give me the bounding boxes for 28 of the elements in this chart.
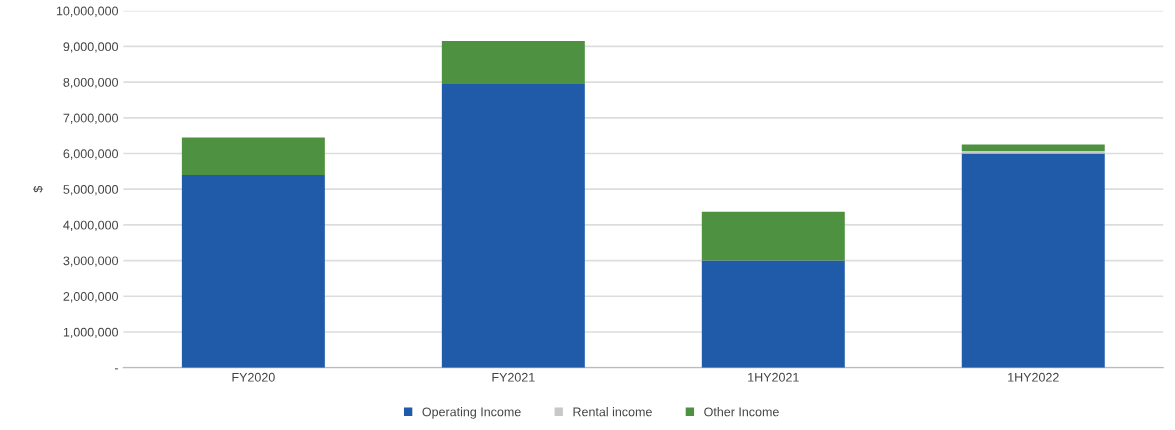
- legend-label: Operating Income: [422, 407, 521, 419]
- y-tick-label: 3,000,000: [63, 256, 119, 267]
- bar: [441, 41, 585, 84]
- bar: [701, 211, 845, 261]
- bar: [181, 137, 325, 175]
- y-tick-label: 4,000,000: [63, 220, 119, 232]
- y-tick-label: 5,000,000: [63, 185, 119, 196]
- y-tick-label: 8,000,000: [63, 77, 119, 89]
- x-tick-label: FY2020: [232, 372, 275, 382]
- bar: [181, 174, 325, 368]
- y-tick-label: 2,000,000: [63, 292, 119, 303]
- x-tick-label: FY2021: [492, 372, 535, 382]
- y-tick-label: 6,000,000: [63, 149, 119, 160]
- y-tick-label: 7,000,000: [63, 113, 119, 124]
- y-tick-label: -: [114, 368, 118, 370]
- legend-label: Other Income: [704, 407, 779, 417]
- y-axis-title: $: [33, 185, 44, 193]
- y-tick-label: 1,000,000: [63, 327, 119, 339]
- x-tick-label: 1HY2021: [748, 372, 799, 382]
- bar: [961, 144, 1105, 152]
- legend-label: Rental income: [573, 407, 652, 417]
- y-tick-label: 9,000,000: [63, 42, 119, 53]
- bar: [961, 151, 1105, 154]
- x-tick-label: 1HY2022: [1008, 372, 1059, 382]
- bar: [961, 153, 1105, 368]
- bar: [701, 260, 845, 368]
- bar: [441, 83, 585, 368]
- y-tick-label: 10,000,000: [56, 6, 119, 17]
